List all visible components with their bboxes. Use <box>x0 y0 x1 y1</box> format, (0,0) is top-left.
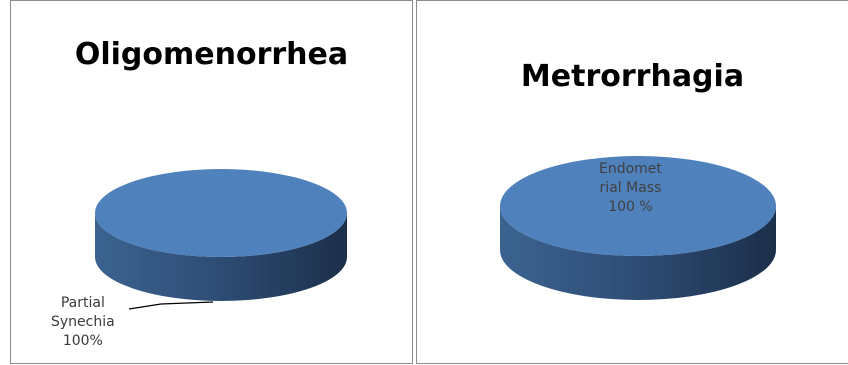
chart-panel-metrorrhagia: Metrorrhagia Endomet rial Mass 100 % <box>416 0 848 364</box>
slice-label-line: rial Mass <box>599 180 662 196</box>
chart-title: Oligomenorrhea <box>74 37 349 72</box>
pie-slice-endometrial-mass-side <box>500 206 776 300</box>
slice-label-partial-synechia: Partial Synechia 100% <box>51 294 115 351</box>
slice-value-label: 100 % <box>608 199 653 215</box>
slice-label-line: Endomet <box>599 161 662 177</box>
pie-chart-metrorrhagia <box>500 156 776 300</box>
slice-label-line: Synechia <box>51 314 115 330</box>
slice-label-line: Partial <box>60 295 105 311</box>
chart-title: Metrorrhagia <box>520 59 745 94</box>
pie-slice-endometrial-mass-top <box>500 156 776 256</box>
slice-value-label: 100% <box>62 333 103 349</box>
pie-slice-partial-synechia-top <box>95 169 347 257</box>
pie-slice-endometrial-mass <box>500 156 776 300</box>
chart-panel-oligomenorrhea: Oligomenorrhea Partial Synechia 100% <box>10 0 413 364</box>
pie-chart-oligomenorrhea <box>95 169 347 310</box>
pie-slice-partial-synechia <box>95 169 347 301</box>
leader-line <box>128 301 214 310</box>
slice-label-endometrial-mass: Endomet rial Mass 100 % <box>599 160 662 217</box>
